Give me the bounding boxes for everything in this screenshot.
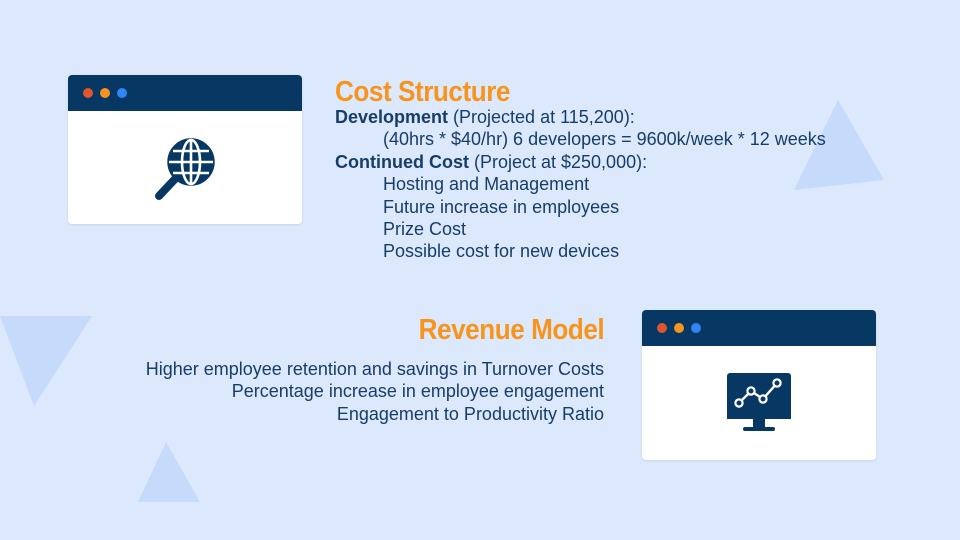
window-dot-red [83, 88, 93, 98]
decorative-triangle-right [794, 100, 884, 190]
revenue-item: Higher employee retention and savings in… [145, 359, 604, 379]
revenue-item: Percentage increase in employee engageme… [231, 381, 604, 402]
window-dot-red [657, 323, 667, 333]
decorative-triangle-left [0, 316, 92, 406]
development-detail: (40hrs * $40/hr) 6 developers = 9600k/we… [383, 129, 826, 150]
continued-item: Future increase in employees [383, 196, 620, 217]
window-dot-blue [117, 88, 127, 98]
window-title-bar [68, 75, 302, 111]
continued-item: Prize Cost [383, 219, 467, 240]
browser-window-card-bottom [642, 310, 876, 460]
development-note: (Projected at 115,200): [448, 107, 635, 127]
window-dot-orange [674, 323, 684, 333]
cost-structure-heading: Cost Structure [335, 76, 510, 108]
continued-item: Hosting and Management [383, 174, 590, 195]
revenue-model-list: Higher employee retention and savings in… [146, 358, 604, 425]
revenue-item: Engagement to Productivity Ratio [336, 403, 604, 424]
continued-item: Possible cost for new devices [383, 241, 620, 262]
decorative-triangle-bottom [138, 442, 200, 502]
continued-cost-label: Continued Cost [335, 151, 469, 172]
globe-magnifier-icon [155, 137, 215, 200]
continued-cost-note: (Project at $250,000): [468, 151, 648, 172]
window-dot-blue [691, 323, 701, 333]
revenue-model-heading: Revenue Model [418, 314, 604, 346]
continued-cost-line: Continued Cost (Project at $250,000): [335, 151, 826, 173]
monitor-chart-icon [727, 373, 791, 431]
cost-structure-body: Development (Projected at 115,200): (40h… [335, 106, 826, 263]
window-title-bar [642, 310, 876, 346]
window-dot-orange [100, 88, 110, 98]
browser-window-card-top [68, 75, 302, 224]
development-line: Development (Projected at 115,200): [335, 106, 826, 128]
development-label: Development [335, 107, 449, 127]
